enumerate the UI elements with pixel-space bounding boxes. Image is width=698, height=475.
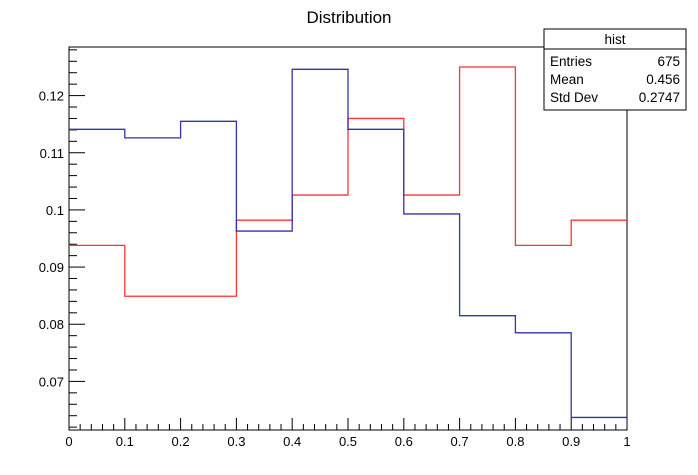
stat-mean-label: Mean <box>550 72 584 87</box>
x-tick-label: 0.7 <box>451 434 469 449</box>
x-tick-label: 0.5 <box>339 434 357 449</box>
x-tick-label: 0.2 <box>172 434 190 449</box>
chart-title: Distribution <box>306 8 391 27</box>
stats-box-frame <box>543 28 687 111</box>
x-tick-label: 0.3 <box>227 434 245 449</box>
stat-stddev-value: 0.2747 <box>639 90 680 105</box>
y-tick-label: 0.09 <box>39 260 64 275</box>
x-tick-label: 0.6 <box>395 434 413 449</box>
series-layer <box>69 66 627 419</box>
stats-box: hist Entries 675 Mean 0.456 Std Dev 0.27… <box>543 28 687 111</box>
stat-entries-value: 675 <box>657 54 680 69</box>
y-tick-label: 0.1 <box>46 203 64 218</box>
x-tick-label: 0.1 <box>116 434 134 449</box>
y-tick-label: 0.11 <box>40 146 64 161</box>
x-tick-label: 0.8 <box>506 434 524 449</box>
y-tick-label: 0.07 <box>39 374 64 389</box>
y-tick-label: 0.08 <box>39 317 64 332</box>
stat-stddev-label: Std Dev <box>550 90 598 105</box>
x-axis: 0 0.1 0.2 0.3 0.4 0.5 0.6 0.7 0.8 0.9 1 <box>65 418 631 449</box>
x-tick-label: 1 <box>623 434 630 449</box>
stat-entries-label: Entries <box>550 54 592 69</box>
histogram-series-2 <box>69 68 627 419</box>
stat-mean-value: 0.456 <box>646 72 680 87</box>
x-tick-label: 0.9 <box>562 434 580 449</box>
y-tick-label: 0.12 <box>39 89 64 104</box>
y-axis: 0.07 0.08 0.09 0.1 0.11 0.12 <box>39 49 85 428</box>
x-tick-label: 0 <box>65 434 72 449</box>
stats-box-title: hist <box>604 32 625 47</box>
x-tick-label: 0.4 <box>283 434 301 449</box>
